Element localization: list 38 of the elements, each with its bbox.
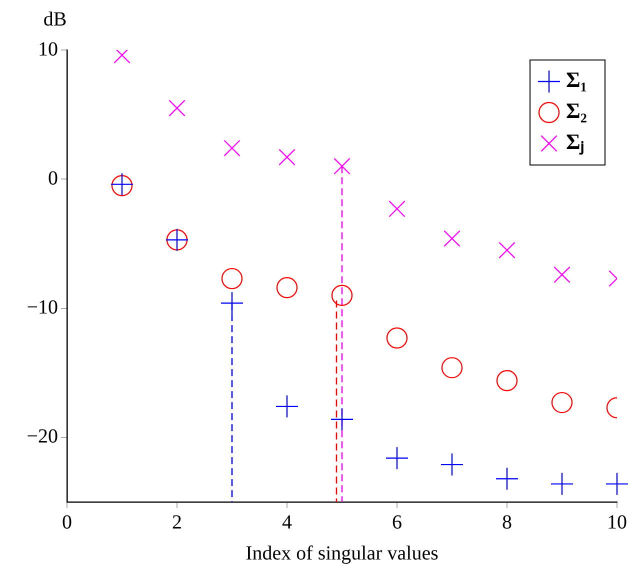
point (331, 284, 353, 306)
point (388, 200, 406, 218)
point (221, 268, 243, 290)
point (275, 394, 299, 418)
x-tick-label: 8 (502, 511, 512, 534)
y-tick-label: −20 (26, 426, 58, 448)
legend-label: Σ₂ (566, 98, 588, 124)
point (220, 292, 244, 315)
point (278, 148, 296, 166)
point (551, 392, 573, 414)
legend-label: Σ₁ (566, 67, 588, 92)
y-tick-label: −10 (26, 296, 58, 319)
x-tick-label: 6 (392, 511, 402, 534)
point (386, 327, 408, 349)
point (441, 357, 463, 378)
point (554, 266, 570, 284)
point (605, 472, 629, 496)
point (444, 230, 460, 247)
y-tick-label: 0 (48, 167, 58, 190)
point (495, 467, 519, 490)
point (496, 370, 518, 392)
y-tick-label: 10 (38, 38, 58, 60)
y-axis-title: dB (43, 8, 67, 30)
legend-label: Σⱼ (566, 129, 584, 156)
point (330, 408, 354, 431)
point (440, 452, 464, 476)
x-tick-label: 0 (62, 511, 72, 534)
point (550, 472, 574, 496)
x-tick-label: 4 (282, 511, 292, 534)
point (385, 446, 409, 470)
point (334, 158, 350, 175)
point (276, 277, 298, 298)
point (224, 140, 240, 157)
x-tick-label: 2 (172, 511, 182, 534)
point (498, 242, 516, 259)
point (168, 100, 186, 116)
x-axis-title: Index of singular values (246, 542, 439, 564)
x-tick-label: 10 (607, 511, 627, 534)
